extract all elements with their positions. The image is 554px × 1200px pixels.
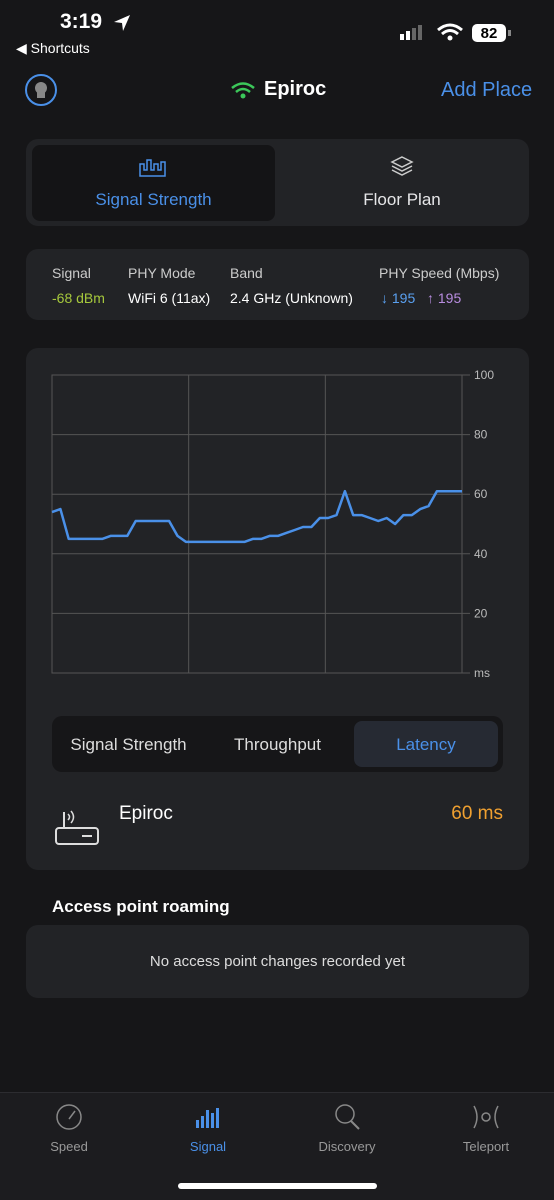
info-label: PHY Speed (Mbps) — [379, 265, 500, 281]
info-value: -68 dBm — [52, 290, 105, 306]
nav-label[interactable]: Teleport — [462, 1139, 510, 1154]
y-tick-label: 60 — [474, 487, 488, 501]
y-tick-label: 100 — [474, 368, 494, 382]
tab-bar — [0, 1092, 554, 1200]
tab-label[interactable]: Signal Strength — [95, 190, 212, 209]
add-place[interactable]: Add Place — [441, 79, 533, 101]
speed-icon[interactable] — [54, 1103, 84, 1131]
discovery-icon[interactable] — [332, 1102, 362, 1132]
wifi-icon — [231, 82, 255, 99]
roaming-message: No access point changes recorded yet — [149, 953, 406, 970]
y-tick-label: ms — [474, 666, 490, 680]
info-value: WiFi 6 (11ax) — [128, 290, 211, 306]
metric-tab[interactable]: Latency — [396, 735, 456, 754]
profile-icon[interactable] — [24, 74, 60, 108]
y-tick-label: 80 — [474, 428, 488, 442]
location-icon — [114, 15, 130, 31]
place-title: Epiroc — [264, 78, 327, 100]
home-indicator — [178, 1183, 377, 1189]
y-tick-label: 40 — [474, 547, 488, 561]
info-label: Signal — [52, 265, 91, 281]
battery-level: 82 — [481, 25, 498, 42]
back-link[interactable]: ◀ Shortcuts — [16, 40, 90, 56]
tab-selected[interactable] — [32, 145, 275, 221]
info-label: Band — [230, 265, 263, 281]
time: 3:19 — [60, 10, 103, 33]
metric-tab[interactable]: Signal Strength — [70, 735, 187, 754]
plot-frame — [51, 374, 463, 674]
device-latency: 60 ms — [451, 803, 503, 824]
metric-selected[interactable] — [354, 721, 498, 767]
signal-tab-icon — [139, 159, 166, 177]
floor-plan-icon — [390, 156, 414, 176]
metric-tab[interactable]: Throughput — [234, 735, 321, 754]
y-tick-label: 20 — [474, 606, 488, 620]
router-icon — [55, 810, 99, 845]
device-name: Epiroc — [119, 803, 173, 824]
signal-icon[interactable] — [194, 1104, 222, 1130]
nav-label[interactable]: Signal — [189, 1139, 227, 1154]
latency-line — [51, 489, 462, 544]
upload-speed: ↑ 195 — [427, 290, 462, 306]
tab-label[interactable]: Floor Plan — [363, 190, 441, 209]
teleport-icon[interactable] — [470, 1102, 502, 1132]
latency-chart: 100 80 60 40 20 ms — [51, 368, 494, 680]
info-label: PHY Mode — [128, 265, 196, 281]
info-card — [26, 249, 529, 320]
roaming-card — [26, 925, 529, 998]
download-speed: ↓ 195 — [381, 290, 416, 306]
info-value: 2.4 GHz (Unknown) — [230, 290, 353, 306]
back-text[interactable]: Shortcuts — [30, 40, 90, 56]
section-title: Access point roaming — [52, 897, 230, 916]
status-icons: 82 — [400, 23, 511, 42]
nav-label[interactable]: Discovery — [318, 1139, 376, 1154]
nav-label[interactable]: Speed — [50, 1139, 88, 1154]
